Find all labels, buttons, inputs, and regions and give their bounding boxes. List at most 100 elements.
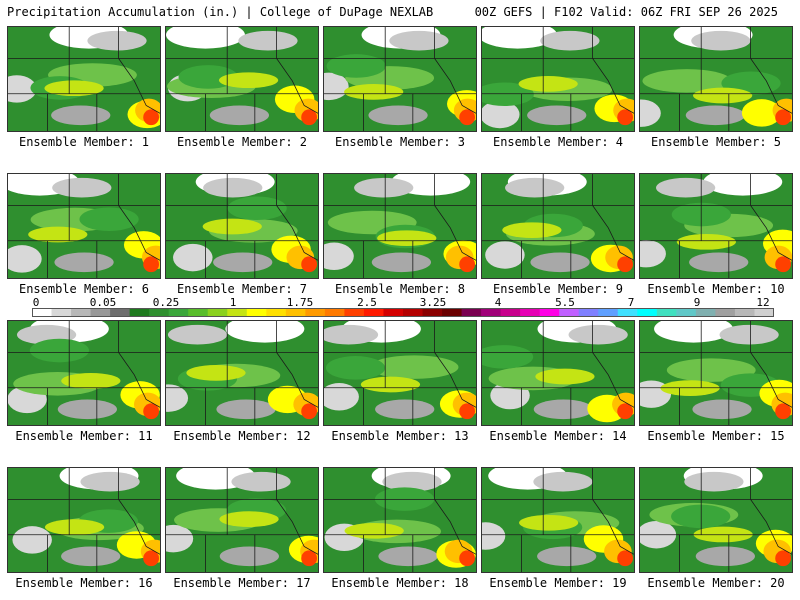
precip-area (324, 72, 349, 101)
precip-area (216, 399, 276, 420)
colorbar-swatch (734, 308, 755, 317)
member-map-10 (639, 173, 793, 279)
precip-area (530, 252, 590, 273)
precip-area (324, 383, 359, 411)
colorbar-swatch (51, 308, 72, 317)
precip-area (375, 399, 435, 420)
precip-area (143, 256, 160, 273)
member-label-12: Ensemble Member: 12 (173, 429, 311, 443)
state-boundary (592, 205, 634, 261)
precip-area (482, 345, 534, 369)
precip-area (775, 256, 792, 273)
member-label-9: Ensemble Member: 9 (492, 282, 624, 296)
member-map-13 (323, 320, 477, 426)
state-boundary (434, 352, 476, 408)
precip-area (231, 471, 291, 492)
state-boundary (434, 499, 476, 555)
state-boundary (750, 352, 792, 408)
precip-area (301, 403, 318, 420)
colorbar-outline (32, 308, 774, 317)
colorbar-swatch (637, 308, 658, 317)
precip-area (219, 511, 279, 528)
precip-area (459, 109, 476, 126)
state-boundary (118, 352, 160, 408)
state-boundary (750, 205, 792, 261)
colorbar-label: 9 (693, 296, 701, 309)
member-label-1: Ensemble Member: 1 (18, 135, 150, 149)
member-label-16: Ensemble Member: 16 (15, 576, 153, 590)
precip-area (482, 27, 558, 49)
precip-area (173, 243, 213, 272)
colorbar-swatch (403, 308, 424, 317)
precip-area (485, 241, 525, 269)
precip-area (505, 177, 565, 198)
precip-colorbar (32, 308, 774, 317)
colorbar-swatch (285, 308, 306, 317)
precip-area (369, 355, 459, 379)
precip-area (535, 368, 595, 385)
colorbar-swatch (129, 308, 150, 317)
state-boundary (750, 499, 792, 555)
precip-area (775, 403, 792, 420)
colorbar-swatch (32, 308, 53, 317)
colorbar-label: 12 (756, 296, 770, 309)
state-boundary (276, 58, 318, 114)
colorbar-swatch (305, 308, 326, 317)
colorbar-label: 7 (627, 296, 635, 309)
precip-area (640, 239, 666, 268)
precip-area (209, 105, 270, 126)
state-boundary (276, 205, 318, 261)
precip-area (202, 218, 262, 235)
precip-area (227, 196, 287, 221)
member-label-19: Ensemble Member: 19 (489, 576, 627, 590)
colorbar-label: 0.25 (152, 296, 180, 309)
precip-area (354, 177, 414, 198)
state-boundary (750, 58, 792, 114)
member-map-20 (639, 467, 793, 573)
colorbar-swatch (481, 308, 502, 317)
member-label-18: Ensemble Member: 18 (331, 576, 469, 590)
member-label-15: Ensemble Member: 15 (647, 429, 785, 443)
member-map-18 (323, 467, 477, 573)
member-map-7 (165, 173, 319, 279)
member-label-8: Ensemble Member: 8 (334, 282, 466, 296)
member-label-14: Ensemble Member: 14 (489, 429, 627, 443)
colorbar-label: 3.25 (419, 296, 447, 309)
precip-area (51, 105, 111, 126)
member-label-5: Ensemble Member: 5 (650, 135, 782, 149)
precip-area (519, 514, 579, 531)
precip-area (775, 550, 792, 567)
precip-area (324, 324, 379, 345)
precip-area (568, 324, 628, 345)
member-map-9 (481, 173, 635, 279)
state-boundary (118, 205, 160, 261)
precip-area (44, 80, 104, 97)
state-boundary (592, 58, 634, 114)
state-boundary (434, 205, 476, 261)
precip-area (371, 252, 431, 273)
precip-area (685, 105, 746, 126)
member-map-14 (481, 320, 635, 426)
member-map-19 (481, 467, 635, 573)
precip-area (518, 76, 578, 92)
colorbar-swatch (324, 308, 345, 317)
precip-area (533, 471, 593, 492)
colorbar-label: 2.5 (357, 296, 377, 309)
precip-area (684, 471, 744, 492)
precip-area (691, 30, 751, 51)
precip-area (166, 524, 194, 553)
precip-area (326, 54, 386, 78)
precip-area (219, 546, 279, 567)
member-map-1 (7, 26, 161, 132)
member-map-3 (323, 26, 477, 132)
precip-area (378, 546, 438, 567)
header-run-info: 00Z GEFS | F102 Valid: 06Z FRI SEP 26 20… (474, 5, 778, 19)
precip-area (80, 471, 140, 492)
colorbar-swatch (227, 308, 248, 317)
precip-area (656, 177, 716, 198)
precip-area (324, 242, 354, 271)
member-map-17 (165, 467, 319, 573)
precip-area (44, 519, 105, 535)
precip-area (79, 207, 139, 232)
precip-area (482, 82, 534, 106)
